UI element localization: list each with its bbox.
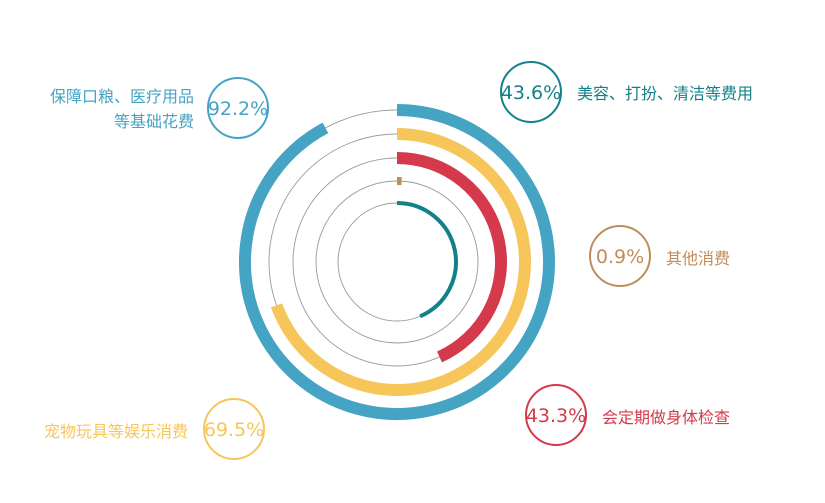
value-bubble xyxy=(500,61,562,123)
value-bubble xyxy=(207,77,269,139)
value-label: 43.6% xyxy=(501,82,561,104)
series-label-4: 43.6% 美容、打扮、清洁等费用 xyxy=(500,61,753,123)
reference-ring xyxy=(315,180,479,344)
value-label: 92.2% xyxy=(208,98,268,120)
value-label: 43.3% xyxy=(526,405,586,427)
value-label: 69.5% xyxy=(204,419,264,441)
series-label-2: 43.3% 会定期做身体检查 xyxy=(525,384,730,446)
value-label: 0.9% xyxy=(596,246,644,268)
category-label: 保障口粮、医疗用品 xyxy=(50,87,194,106)
arc-1 xyxy=(270,128,531,396)
arc-2 xyxy=(396,152,507,363)
series-label-3: 0.9% 其他消费 xyxy=(589,225,730,287)
category-label: 其他消费 xyxy=(666,249,730,268)
arc-0 xyxy=(238,104,555,420)
category-label: 美容、打扮、清洁等费用 xyxy=(577,84,753,103)
value-bubble xyxy=(589,225,651,287)
series-label-1: 69.5% 宠物玩具等娱乐消费 xyxy=(44,398,265,460)
arc-4 xyxy=(396,201,458,319)
value-bubble xyxy=(203,398,265,460)
value-bubble xyxy=(525,384,587,446)
value-arcs xyxy=(238,104,555,420)
category-label: 宠物玩具等娱乐消费 xyxy=(44,422,188,441)
category-label: 会定期做身体检查 xyxy=(602,408,730,427)
category-label: 等基础花费 xyxy=(114,112,194,131)
